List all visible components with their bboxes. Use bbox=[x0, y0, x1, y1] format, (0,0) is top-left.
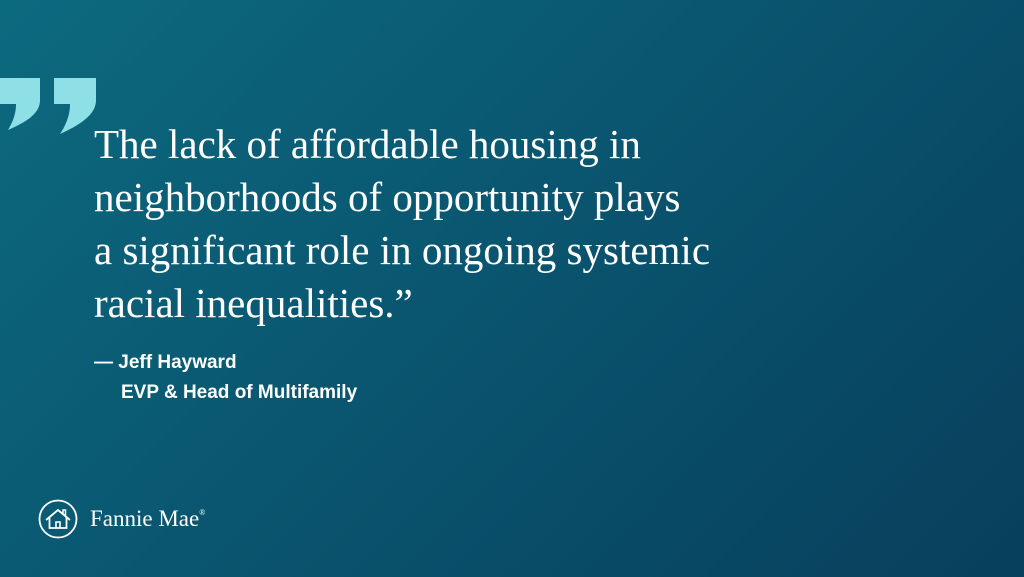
quotation-mark-icon bbox=[0, 78, 96, 134]
quote-line: a significant role in ongoing systemic bbox=[94, 227, 711, 273]
attribution-title: EVP & Head of Multifamily bbox=[121, 382, 358, 403]
quote-line: neighborhoods of opportunity plays bbox=[94, 174, 681, 220]
registered-mark: ® bbox=[199, 508, 206, 517]
attribution-name: — Jeff Hayward bbox=[94, 352, 237, 373]
brand-name-text: Fannie Mae bbox=[90, 506, 200, 531]
fannie-mae-house-logo-icon bbox=[38, 499, 78, 539]
quote-text: The lack of affordable housing in neighb… bbox=[94, 118, 894, 330]
brand-logo-lockup: Fannie Mae® bbox=[38, 499, 205, 539]
quote-line: The lack of affordable housing in bbox=[94, 121, 641, 167]
quote-line: racial inequalities.” bbox=[94, 280, 413, 326]
brand-name: Fannie Mae® bbox=[90, 506, 205, 532]
attribution: — Jeff Hayward EVP & Head of Multifamily bbox=[94, 348, 357, 408]
